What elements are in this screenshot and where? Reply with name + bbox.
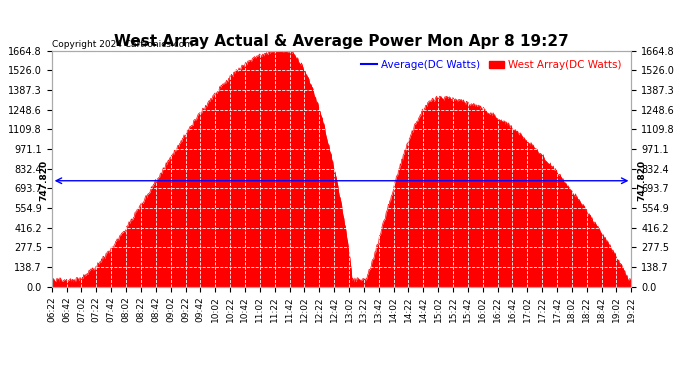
Legend: Average(DC Watts), West Array(DC Watts): Average(DC Watts), West Array(DC Watts) [357,56,626,74]
Text: 747.820: 747.820 [637,160,646,201]
Text: 747.820: 747.820 [40,160,49,201]
Text: Copyright 2024 Cartronics.com: Copyright 2024 Cartronics.com [52,40,193,49]
Title: West Array Actual & Average Power Mon Apr 8 19:27: West Array Actual & Average Power Mon Ap… [114,34,569,50]
